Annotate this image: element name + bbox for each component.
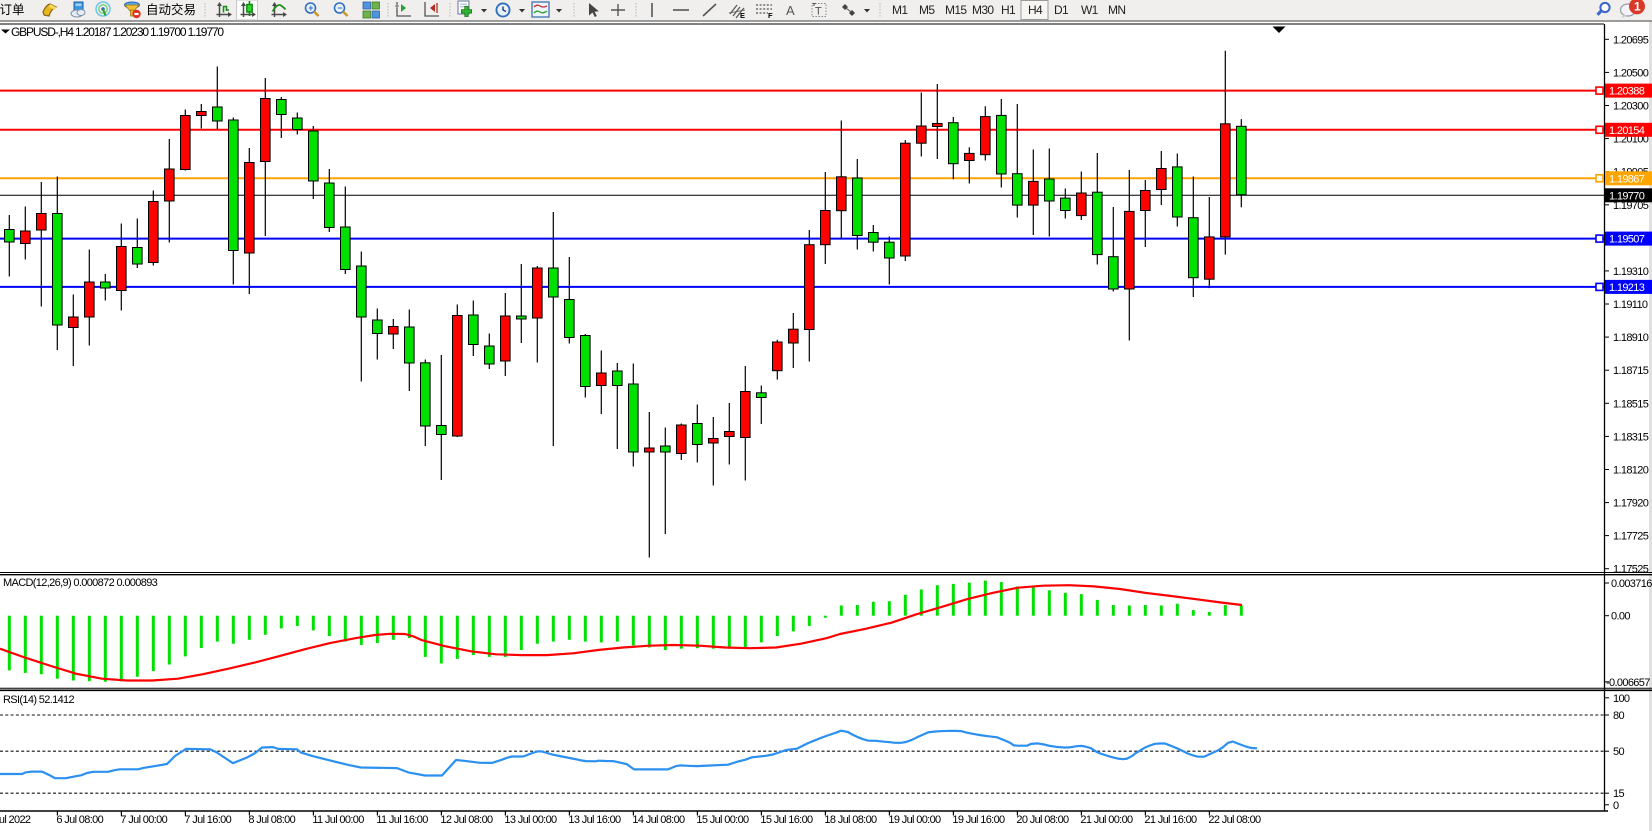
svg-text:1.18515: 1.18515 — [1613, 398, 1649, 410]
svg-text:0: 0 — [1613, 800, 1619, 812]
svg-text:RSI(14) 52.1412: RSI(14) 52.1412 — [3, 694, 74, 706]
svg-text:6 Jul 08:00: 6 Jul 08:00 — [56, 814, 103, 826]
svg-text:D1: D1 — [1054, 3, 1069, 17]
svg-text:21 Jul 00:00: 21 Jul 00:00 — [1080, 814, 1133, 826]
svg-text:0.00: 0.00 — [1611, 611, 1630, 623]
svg-text:8 Jul 08:00: 8 Jul 08:00 — [248, 814, 295, 826]
svg-text:新订单: 新订单 — [0, 2, 25, 17]
svg-text:H4: H4 — [1028, 3, 1043, 17]
svg-text:M15: M15 — [945, 3, 967, 17]
svg-text:-0.006657: -0.006657 — [1606, 677, 1650, 689]
svg-text:15: 15 — [1613, 788, 1624, 800]
svg-text:20 Jul 08:00: 20 Jul 08:00 — [1016, 814, 1069, 826]
svg-text:E: E — [740, 11, 745, 20]
svg-text:13 Jul 00:00: 13 Jul 00:00 — [504, 814, 557, 826]
svg-text:1.19705: 1.19705 — [1613, 200, 1649, 212]
svg-text:W1: W1 — [1081, 3, 1099, 17]
svg-text:100: 100 — [1613, 693, 1630, 705]
svg-text:+: + — [308, 3, 313, 13]
svg-text:1: 1 — [1634, 0, 1641, 14]
svg-text:M1: M1 — [892, 3, 908, 17]
svg-text:Jul 2022: Jul 2022 — [0, 814, 31, 826]
svg-text:GBPUSD-,H4 1.20187 1.20230 1.: GBPUSD-,H4 1.20187 1.20230 1.19700 1.197… — [11, 25, 224, 39]
svg-text:1.19507: 1.19507 — [1609, 234, 1645, 246]
svg-text:7 Jul 00:00: 7 Jul 00:00 — [120, 814, 167, 826]
svg-text:1.18910: 1.18910 — [1613, 332, 1649, 344]
svg-text:18 Jul 08:00: 18 Jul 08:00 — [824, 814, 877, 826]
svg-text:1.17525: 1.17525 — [1613, 564, 1649, 576]
svg-text:1.19867: 1.19867 — [1609, 173, 1645, 185]
svg-text:50: 50 — [1613, 746, 1624, 758]
svg-text:19 Jul 00:00: 19 Jul 00:00 — [888, 814, 941, 826]
svg-text:1.19310: 1.19310 — [1613, 266, 1649, 278]
svg-text:15 Jul 16:00: 15 Jul 16:00 — [760, 814, 813, 826]
svg-text:21 Jul 16:00: 21 Jul 16:00 — [1144, 814, 1197, 826]
svg-text:MACD(12,26,9) 0.000872 0.00089: MACD(12,26,9) 0.000872 0.000893 — [3, 577, 158, 589]
svg-text:14 Jul 08:00: 14 Jul 08:00 — [632, 814, 685, 826]
svg-text:A: A — [786, 3, 795, 18]
svg-text:F: F — [768, 11, 773, 20]
svg-text:1.20500: 1.20500 — [1613, 67, 1649, 79]
svg-text:1.17725: 1.17725 — [1613, 531, 1649, 543]
svg-text:H1: H1 — [1001, 3, 1016, 17]
svg-text:80: 80 — [1613, 710, 1624, 722]
svg-text:MN: MN — [1108, 3, 1125, 17]
svg-text:1.20154: 1.20154 — [1609, 125, 1645, 137]
svg-text:15 Jul 00:00: 15 Jul 00:00 — [696, 814, 749, 826]
svg-text:22 Jul 08:00: 22 Jul 08:00 — [1208, 814, 1261, 826]
svg-text:1.19770: 1.19770 — [1609, 190, 1645, 202]
svg-text:1.19213: 1.19213 — [1609, 282, 1645, 294]
svg-text:−: − — [337, 3, 342, 13]
svg-text:自动交易: 自动交易 — [146, 2, 196, 17]
svg-text:M30: M30 — [972, 3, 994, 17]
svg-text:1.20388: 1.20388 — [1609, 86, 1645, 98]
svg-text:1.18315: 1.18315 — [1613, 431, 1649, 443]
svg-text:11 Jul 00:00: 11 Jul 00:00 — [312, 814, 364, 826]
svg-text:T: T — [815, 6, 822, 18]
svg-text:13 Jul 16:00: 13 Jul 16:00 — [568, 814, 621, 826]
svg-text:0.003716: 0.003716 — [1611, 578, 1652, 590]
svg-text:1.19110: 1.19110 — [1613, 299, 1648, 311]
svg-text:19 Jul 16:00: 19 Jul 16:00 — [952, 814, 1005, 826]
svg-text:1.18120: 1.18120 — [1613, 465, 1649, 477]
svg-text:1.20300: 1.20300 — [1613, 101, 1649, 113]
svg-text:12 Jul 08:00: 12 Jul 08:00 — [440, 814, 493, 826]
svg-text:1.20695: 1.20695 — [1613, 34, 1649, 46]
svg-text:1.18715: 1.18715 — [1613, 365, 1649, 377]
svg-text:1.17920: 1.17920 — [1613, 498, 1649, 510]
svg-text:7 Jul 16:00: 7 Jul 16:00 — [184, 814, 231, 826]
svg-text:11 Jul 16:00: 11 Jul 16:00 — [376, 814, 428, 826]
svg-text:M5: M5 — [919, 3, 935, 17]
